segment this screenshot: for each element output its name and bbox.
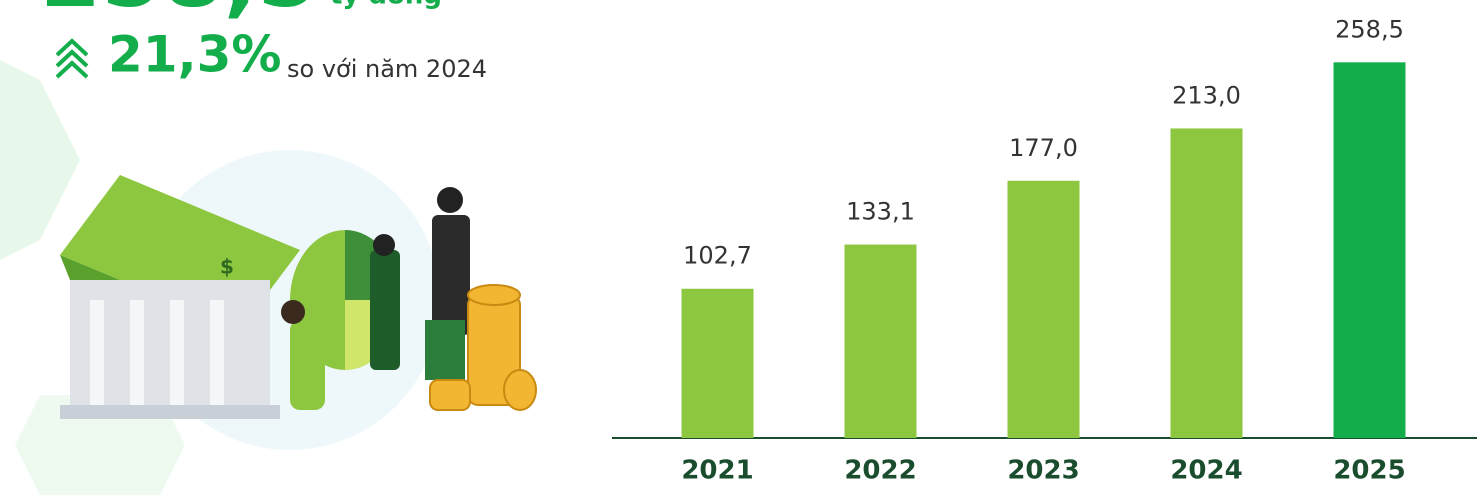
value-label: 258,5 (1335, 15, 1404, 43)
growth-note: so với năm 2024 (287, 55, 487, 83)
x-tick-label: 2023 (1007, 456, 1079, 486)
hexagon-decor (0, 60, 80, 260)
bar (1170, 128, 1243, 438)
value-label: 213,0 (1172, 81, 1241, 109)
bar (844, 244, 917, 438)
growth-value: 21,3% (108, 26, 281, 84)
hexagon-decor (15, 395, 185, 495)
bar (1007, 180, 1080, 438)
bar (681, 288, 754, 438)
bar (1333, 62, 1406, 439)
pie-illustration (281, 187, 470, 410)
x-tick-label: 2022 (844, 456, 916, 486)
value-label: 102,7 (683, 242, 752, 270)
headline-value: 258,5 (40, 0, 318, 27)
value-label: 133,1 (846, 198, 915, 226)
value-label: 177,0 (1009, 134, 1078, 162)
coin-stack (429, 284, 537, 411)
bank-illustration: $ (60, 175, 300, 419)
up-arrows-icon (55, 38, 89, 79)
dollar-sign: $ (220, 255, 234, 279)
x-tick-label: 2024 (1170, 456, 1242, 486)
headline-unit: tỷ đồng (330, 0, 442, 11)
x-tick-label: 2025 (1333, 456, 1405, 486)
x-tick-label: 2021 (681, 456, 753, 486)
